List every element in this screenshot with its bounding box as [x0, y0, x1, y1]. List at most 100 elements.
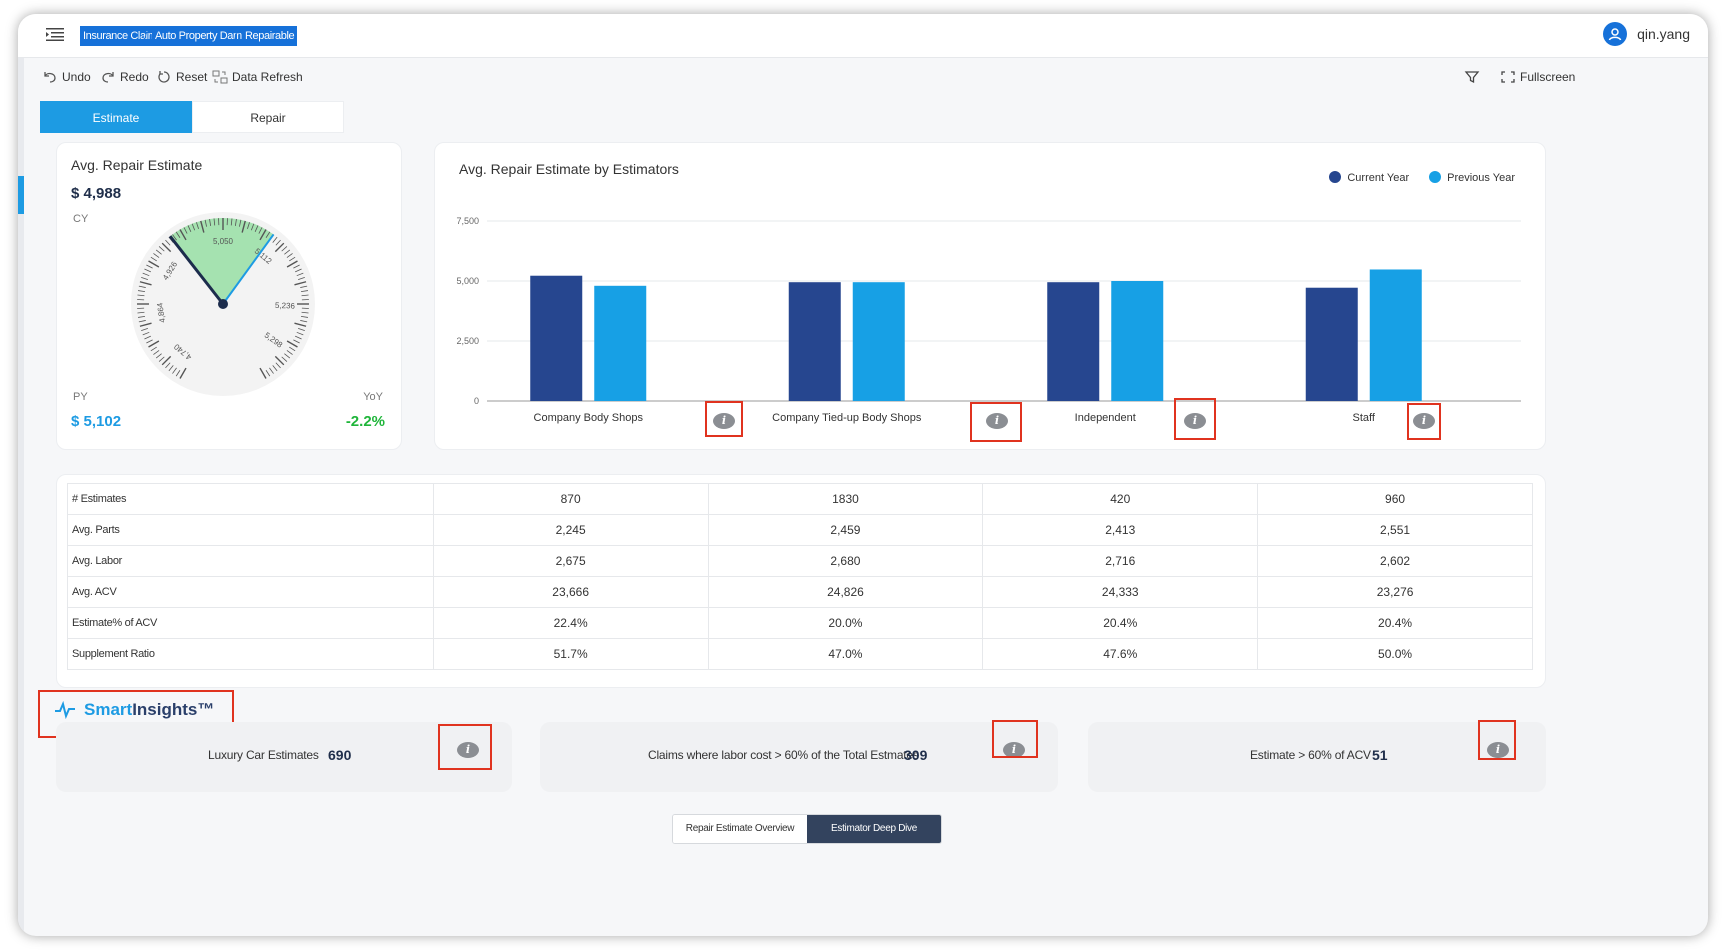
yoy-label: YoY — [363, 391, 383, 403]
highlight-box — [1407, 403, 1441, 440]
bar-previous-year[interactable] — [594, 286, 646, 401]
table-cell: 2,459 — [708, 515, 983, 546]
view-tabs: Estimate Repair — [40, 101, 344, 133]
data-refresh-label: Data Refresh — [232, 70, 303, 84]
gauge-tick-label: 5,236 — [275, 301, 296, 311]
avg-repair-estimate-card: Avg. Repair Estimate $ 4,988 CY 4,740 4,8… — [56, 142, 402, 450]
table-cell: 2,716 — [983, 546, 1258, 577]
table-cell: 20.0% — [708, 608, 983, 639]
table-row: Avg. Parts 2,245 2,459 2,413 2,551 — [68, 515, 1533, 546]
py-label: PY — [73, 391, 88, 403]
gauge-hub — [218, 299, 228, 309]
top-bar: Insurance Claims / Auto Property Damage … — [18, 14, 1708, 58]
tab-estimator-deep-dive[interactable]: Estimator Deep Dive — [807, 815, 941, 843]
table-cell: 47.6% — [983, 639, 1258, 670]
table-cell: 24,826 — [708, 577, 983, 608]
undo-button[interactable]: Undo — [42, 70, 91, 84]
cy-value: $ 4,988 — [71, 185, 121, 202]
user-avatar-icon — [1603, 22, 1627, 46]
table-cell: 2,602 — [1258, 546, 1533, 577]
table-cell: 2,680 — [708, 546, 983, 577]
bar-current-year[interactable] — [1306, 288, 1358, 401]
row-label: Avg. Parts — [68, 515, 434, 546]
y-tick-label: 0 — [474, 396, 479, 406]
left-rail — [18, 14, 24, 936]
user-menu[interactable]: qin.yang — [1603, 22, 1690, 46]
x-tick-label: Company Tied-up Body Shops — [772, 412, 922, 424]
left-rail-indicator — [18, 176, 24, 214]
bar-current-year[interactable] — [530, 276, 582, 401]
bar-current-year[interactable] — [1047, 282, 1099, 401]
table-cell: 2,551 — [1258, 515, 1533, 546]
table-cell: 47.0% — [708, 639, 983, 670]
x-tick-label: Staff — [1353, 412, 1376, 424]
undo-icon — [42, 70, 58, 84]
highlight-box — [1174, 398, 1216, 440]
table-row: Avg. ACV 23,666 24,826 24,333 23,276 — [68, 577, 1533, 608]
menu-collapse-icon[interactable] — [46, 27, 64, 41]
reset-icon — [156, 70, 172, 84]
tab-estimate[interactable]: Estimate — [40, 101, 192, 133]
redo-button[interactable]: Redo — [100, 70, 149, 84]
chart-title: Avg. Repair Estimate by Estimators — [459, 161, 679, 177]
breadcrumb-item-repairable[interactable]: Repairable — [242, 26, 297, 46]
bar-previous-year[interactable] — [853, 282, 905, 401]
reset-button[interactable]: Reset — [156, 70, 207, 84]
tab-repair[interactable]: Repair — [192, 101, 344, 133]
row-label: Estimate% of ACV — [68, 608, 434, 639]
tab-repair-estimate-overview[interactable]: Repair Estimate Overview — [673, 815, 807, 843]
legend-label: Previous Year — [1447, 172, 1515, 184]
row-label: Supplement Ratio — [68, 639, 434, 670]
table-cell: 23,666 — [433, 577, 708, 608]
insight-value: 690 — [328, 747, 351, 763]
username: qin.yang — [1637, 26, 1690, 42]
y-tick-label: 7,500 — [456, 216, 479, 226]
highlight-box — [970, 402, 1022, 442]
filter-button[interactable] — [1464, 70, 1480, 84]
app-window: Insurance Claims / Auto Property Damage … — [18, 14, 1708, 936]
legend-item-current-year[interactable]: Current Year — [1329, 171, 1409, 184]
y-tick-label: 2,500 — [456, 336, 479, 346]
table-cell: 23,276 — [1258, 577, 1533, 608]
table-row: # Estimates 870 1830 420 960 — [68, 484, 1533, 515]
toolbar: Undo Redo Reset Data Refresh Fullscreen — [18, 60, 1708, 96]
table-row: Avg. Labor 2,675 2,680 2,716 2,602 — [68, 546, 1533, 577]
data-refresh-button[interactable]: Data Refresh — [212, 70, 303, 84]
x-tick-label: Company Body Shops — [534, 412, 644, 424]
reset-label: Reset — [176, 70, 207, 84]
highlight-box — [992, 720, 1038, 758]
estimator-metrics-table: # Estimates 870 1830 420 960 Avg. Parts 2,245 2… — [67, 483, 1533, 670]
table-cell: 2,675 — [433, 546, 708, 577]
bar-previous-year[interactable] — [1370, 269, 1422, 401]
table-row: Estimate% of ACV 22.4% 20.0% 20.4% 20.4% — [68, 608, 1533, 639]
table-cell: 1830 — [708, 484, 983, 515]
table-cell: 24,333 — [983, 577, 1258, 608]
table-cell: 50.0% — [1258, 639, 1533, 670]
cy-label: CY — [73, 213, 88, 225]
table-cell: 20.4% — [1258, 608, 1533, 639]
insight-card-labor-cost[interactable]: Claims where labor cost > 60% of the Tot… — [540, 722, 1058, 792]
table-cell: 22.4% — [433, 608, 708, 639]
legend-item-previous-year[interactable]: Previous Year — [1429, 171, 1515, 184]
estimator-metrics-card: # Estimates 870 1830 420 960 Avg. Parts 2,245 2… — [56, 474, 1546, 688]
data-refresh-icon — [212, 70, 228, 84]
estimators-chart-card: 0 2,500 5,000 7,500 Company Body Shops Compan… — [434, 142, 1546, 450]
insight-text: Claims where labor cost > 60% of the Tot… — [648, 748, 919, 762]
legend-dot — [1329, 171, 1341, 183]
row-label: Avg. Labor — [68, 546, 434, 577]
table-row: Supplement Ratio 51.7% 47.0% 47.6% 50.0% — [68, 639, 1533, 670]
insight-value: 51 — [1372, 747, 1388, 763]
undo-label: Undo — [62, 70, 91, 84]
table-cell: 870 — [433, 484, 708, 515]
insight-value: 309 — [904, 747, 927, 763]
bar-previous-year[interactable] — [1111, 281, 1163, 401]
row-label: # Estimates — [68, 484, 434, 515]
breadcrumb-separator: / — [144, 26, 147, 46]
py-value: $ 5,102 — [71, 413, 121, 430]
gauge-title: Avg. Repair Estimate — [71, 157, 202, 173]
breadcrumb-separator: / — [234, 26, 237, 46]
insight-text: Estimate > 60% of ACV — [1250, 748, 1371, 762]
bar-current-year[interactable] — [789, 282, 841, 401]
fullscreen-button[interactable]: Fullscreen — [1500, 70, 1575, 84]
